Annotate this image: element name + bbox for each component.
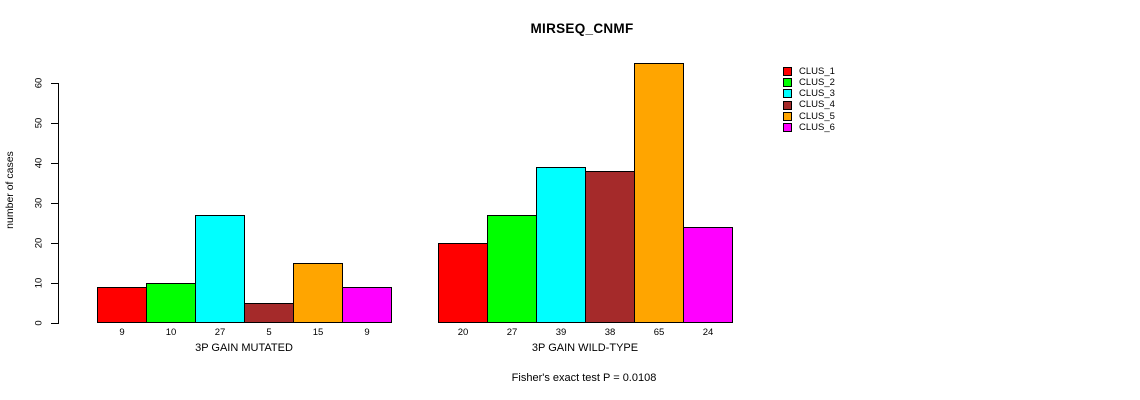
y-tick-label: 40	[33, 157, 45, 169]
bar	[634, 63, 684, 323]
bar-value-label: 9	[364, 327, 370, 338]
bar	[293, 263, 343, 323]
y-tick	[51, 283, 58, 284]
annotation-text: Fisher's exact test P = 0.0108	[511, 372, 657, 384]
bar-value-label: 10	[165, 327, 177, 338]
bar	[342, 287, 392, 323]
bar-value-label: 27	[506, 327, 518, 338]
legend-label: CLUS_5	[799, 110, 835, 122]
bar	[244, 303, 294, 323]
bar-value-label: 27	[214, 327, 226, 338]
legend-swatch	[783, 123, 792, 133]
bar-value-label: 39	[555, 327, 567, 338]
bar	[146, 283, 196, 323]
y-tick-label: 10	[33, 277, 45, 289]
bar	[536, 167, 586, 323]
bar-value-label: 5	[266, 327, 272, 338]
legend-item: CLUS_4	[783, 100, 835, 111]
y-tick-label: 50	[33, 117, 45, 129]
legend-item: CLUS_2	[783, 77, 835, 88]
legend-label: CLUS_6	[799, 121, 835, 133]
legend-swatch	[783, 67, 792, 77]
legend-label: CLUS_1	[799, 65, 835, 77]
y-tick	[51, 243, 58, 244]
legend: CLUS_1 CLUS_2 CLUS_3 CLUS_4 CLUS_5 CLUS_6	[783, 66, 835, 133]
bar-value-label: 38	[604, 327, 616, 338]
y-tick-label: 60	[33, 77, 45, 89]
bar	[683, 227, 733, 323]
legend-swatch	[783, 78, 792, 88]
y-axis-label: number of cases	[4, 151, 16, 229]
bar-value-label: 24	[702, 327, 714, 338]
group-label-mutated: 3P GAIN MUTATED	[195, 342, 293, 354]
y-tick-label: 0	[33, 320, 45, 326]
legend-label: CLUS_4	[799, 99, 835, 111]
bar	[97, 287, 147, 323]
legend-item: CLUS_3	[783, 88, 835, 99]
legend-item: CLUS_6	[783, 122, 835, 133]
y-tick	[51, 163, 58, 164]
y-tick-label: 30	[33, 197, 45, 209]
bar	[195, 215, 245, 323]
bar	[487, 215, 537, 323]
legend-item: CLUS_5	[783, 111, 835, 122]
legend-swatch	[783, 89, 792, 99]
legend-swatch	[783, 111, 792, 121]
bar-value-label: 9	[119, 327, 125, 338]
y-tick	[51, 83, 58, 84]
y-tick-label: 20	[33, 237, 45, 249]
legend-label: CLUS_3	[799, 88, 835, 100]
y-axis-line	[58, 83, 59, 324]
bar-value-label: 15	[312, 327, 324, 338]
bar	[438, 243, 488, 323]
y-tick	[51, 323, 58, 324]
bar-value-label: 65	[653, 327, 665, 338]
chart-title: MIRSEQ_CNMF	[530, 21, 634, 36]
legend-label: CLUS_2	[799, 77, 835, 89]
group-label-wildtype: 3P GAIN WILD-TYPE	[531, 342, 639, 354]
y-tick	[51, 203, 58, 204]
legend-swatch	[783, 100, 792, 110]
y-tick	[51, 123, 58, 124]
bar	[585, 171, 635, 323]
bar-value-label: 20	[457, 327, 469, 338]
legend-item: CLUS_1	[783, 66, 835, 77]
